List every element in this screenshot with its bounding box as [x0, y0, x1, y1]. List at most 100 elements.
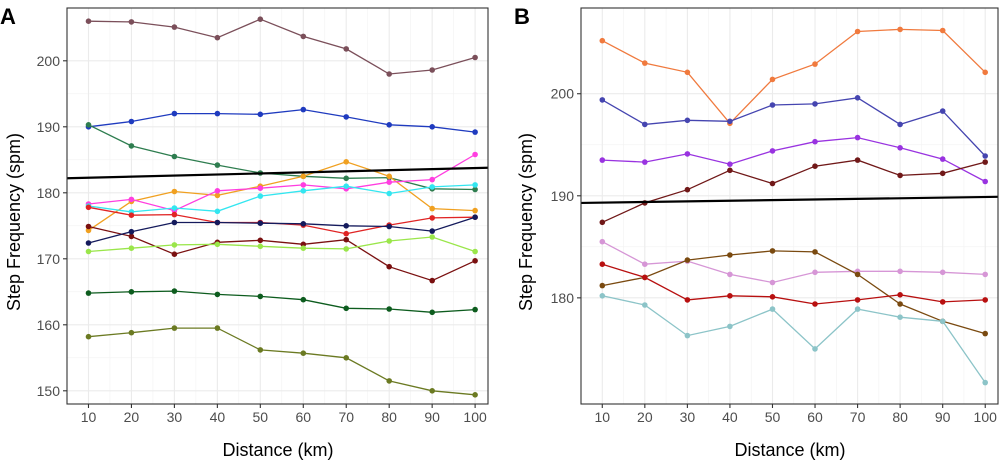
- gridlines-a: [67, 8, 488, 404]
- data-point: [769, 148, 776, 154]
- data-point: [300, 188, 307, 194]
- x-axis-title-a: Distance (km): [222, 440, 333, 460]
- data-point: [472, 186, 478, 193]
- data-point: [429, 388, 436, 394]
- series-line-4: [602, 159, 986, 223]
- data-point: [85, 223, 92, 230]
- series-line-9: [88, 216, 476, 244]
- axes-a: 10 20 30 40 50 60 70 80 90 100 150 160 170 180 190 200: [37, 53, 487, 425]
- data-point: [386, 122, 393, 128]
- data-point: [897, 301, 903, 307]
- data-point: [897, 145, 903, 151]
- data-point: [128, 143, 135, 149]
- data-point: [429, 309, 436, 316]
- data-point: [939, 269, 946, 276]
- data-point: [939, 318, 946, 325]
- data-point: [472, 392, 478, 398]
- series-line-4: [88, 161, 476, 231]
- data-point: [599, 157, 606, 163]
- data-point: [727, 252, 733, 258]
- data-point: [171, 188, 178, 195]
- data-point: [854, 271, 861, 278]
- data-point: [982, 271, 988, 278]
- data-point: [854, 134, 861, 141]
- series-line-5: [88, 153, 476, 212]
- data-point: [939, 108, 946, 114]
- data-point: [939, 170, 946, 177]
- series-line-12: [88, 327, 476, 396]
- data-point: [343, 159, 350, 165]
- data-point: [982, 297, 988, 303]
- series-line-11: [88, 290, 476, 313]
- x-axis-title-b: Distance (km): [734, 440, 845, 460]
- x-tick-label: 50: [253, 409, 269, 425]
- data-point: [214, 162, 221, 168]
- y-tick-label: 190: [551, 188, 575, 204]
- data-point: [642, 302, 648, 308]
- data-point: [642, 159, 648, 165]
- y-tick-label: 200: [551, 86, 575, 102]
- series-line-10: [88, 236, 476, 253]
- data-point: [982, 330, 988, 337]
- x-tick-label: 100: [974, 409, 998, 425]
- data-point: [854, 28, 861, 35]
- data-point: [599, 293, 606, 299]
- data-point: [769, 180, 776, 187]
- data-point: [472, 306, 478, 313]
- data-point: [429, 205, 436, 212]
- data-point: [171, 219, 178, 226]
- data-point: [897, 314, 903, 321]
- x-tick-label: 100: [463, 409, 487, 425]
- data-point: [897, 292, 903, 298]
- data-point: [343, 236, 350, 243]
- data-point: [727, 167, 733, 174]
- data-point: [85, 240, 92, 246]
- data-point: [128, 19, 135, 25]
- y-tick-label: 190: [37, 119, 61, 135]
- data-point: [214, 241, 221, 248]
- series-line-6: [88, 184, 476, 213]
- data-point: [171, 242, 178, 248]
- data-point: [257, 237, 264, 244]
- series-line-1: [601, 28, 986, 125]
- data-point: [343, 46, 350, 52]
- x-tick-label: 70: [850, 409, 866, 425]
- data-point: [429, 184, 436, 190]
- data-point: [85, 122, 92, 128]
- data-point: [257, 193, 264, 199]
- data-point: [939, 27, 946, 34]
- data-point: [85, 227, 92, 234]
- data-point: [171, 153, 178, 160]
- plot-area-a: 10 20 30 40 50 60 70 80 90 100 150 160 170 180 190 200: [37, 7, 489, 425]
- data-point: [472, 182, 478, 188]
- series-line-2: [601, 97, 986, 157]
- data-point: [257, 243, 264, 250]
- data-point: [599, 219, 606, 226]
- data-point: [429, 234, 436, 240]
- data-point: [599, 282, 606, 289]
- data-point: [300, 33, 307, 40]
- data-point: [472, 129, 478, 135]
- x-tick-label: 60: [807, 409, 823, 425]
- x-tick-label: 30: [680, 409, 696, 425]
- data-point: [214, 291, 221, 298]
- data-point: [85, 333, 92, 340]
- data-point: [300, 241, 307, 248]
- panel-a: A Step Frequency (spm) Distance (km) 10 2…: [0, 4, 489, 460]
- series-line-7: [602, 263, 986, 305]
- data-point: [171, 325, 178, 331]
- data-point: [684, 186, 691, 193]
- data-point: [854, 306, 861, 312]
- panel-b: B Step Frequency (spm) Distance (km) 10 2…: [514, 4, 999, 460]
- data-point: [429, 124, 436, 130]
- data-point: [642, 60, 648, 66]
- data-point: [85, 204, 92, 211]
- data-point: [472, 258, 478, 264]
- x-tick-label: 70: [338, 409, 354, 425]
- series-line-8: [602, 295, 986, 383]
- data-point: [939, 156, 946, 162]
- data-point: [257, 293, 264, 300]
- axes-b: 10 20 30 40 50 60 70 80 90 100 180 190 200: [551, 86, 997, 425]
- data-point: [727, 118, 733, 125]
